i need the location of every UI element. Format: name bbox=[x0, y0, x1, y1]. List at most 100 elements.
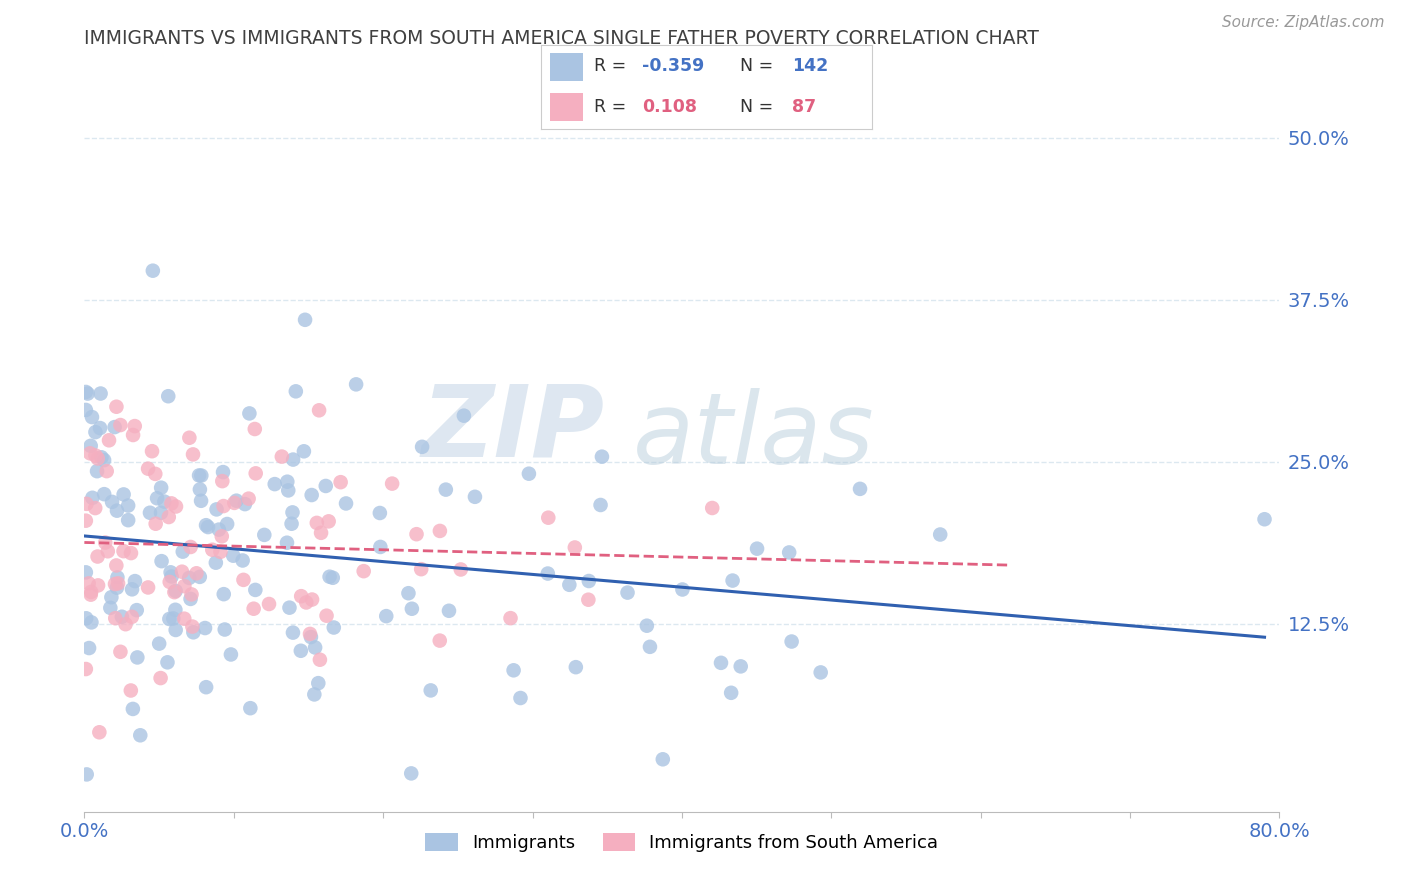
Point bbox=[125, 603, 148, 617]
Point bbox=[780, 634, 803, 648]
Point bbox=[368, 506, 391, 520]
Point bbox=[429, 524, 451, 538]
Point bbox=[148, 637, 170, 651]
Point bbox=[292, 444, 315, 458]
Point bbox=[636, 618, 658, 632]
Point bbox=[309, 525, 332, 540]
Point bbox=[150, 481, 173, 495]
Point bbox=[186, 566, 208, 581]
Point bbox=[263, 477, 285, 491]
Point bbox=[211, 529, 233, 543]
Point bbox=[195, 680, 218, 694]
Point bbox=[80, 588, 103, 602]
Point bbox=[82, 491, 104, 505]
Point bbox=[122, 702, 145, 716]
Point bbox=[499, 611, 522, 625]
Point bbox=[318, 514, 340, 528]
Point bbox=[124, 419, 146, 434]
Point bbox=[142, 263, 165, 277]
Point bbox=[75, 662, 97, 676]
Point bbox=[537, 566, 560, 581]
Point bbox=[86, 549, 108, 564]
Point bbox=[97, 544, 120, 558]
Point bbox=[616, 585, 638, 599]
Text: -0.359: -0.359 bbox=[643, 57, 704, 75]
Point bbox=[344, 377, 367, 392]
Point bbox=[224, 496, 246, 510]
Point bbox=[212, 499, 235, 513]
Point bbox=[239, 701, 262, 715]
Point bbox=[180, 591, 202, 606]
Point bbox=[232, 573, 254, 587]
Point bbox=[76, 386, 98, 401]
Point bbox=[149, 671, 172, 685]
Point bbox=[411, 440, 433, 454]
Point bbox=[160, 496, 183, 510]
Point bbox=[401, 601, 423, 615]
Point bbox=[720, 686, 742, 700]
Point bbox=[429, 633, 451, 648]
Point bbox=[298, 627, 321, 641]
Point bbox=[94, 535, 117, 549]
Point bbox=[172, 544, 194, 558]
Point bbox=[375, 609, 398, 624]
Point bbox=[79, 446, 101, 460]
Point bbox=[778, 545, 800, 559]
Point bbox=[214, 623, 236, 637]
Point bbox=[278, 600, 301, 615]
Point bbox=[75, 611, 97, 625]
Point bbox=[329, 475, 352, 490]
Point bbox=[245, 467, 267, 481]
Point bbox=[179, 571, 201, 585]
Point bbox=[124, 574, 146, 588]
Point bbox=[721, 574, 744, 588]
Point bbox=[80, 615, 103, 630]
Point bbox=[84, 449, 107, 463]
Point bbox=[517, 467, 540, 481]
Point bbox=[181, 447, 204, 461]
Point bbox=[591, 450, 613, 464]
Point bbox=[162, 611, 184, 625]
Point bbox=[929, 527, 952, 541]
Point bbox=[180, 540, 202, 554]
Point bbox=[173, 579, 195, 593]
Point bbox=[157, 389, 180, 403]
Point bbox=[450, 562, 472, 576]
Point bbox=[208, 523, 231, 537]
Legend: Immigrants, Immigrants from South America: Immigrants, Immigrants from South Americ… bbox=[418, 826, 946, 860]
Point bbox=[212, 587, 235, 601]
Text: IMMIGRANTS VS IMMIGRANTS FROM SOUTH AMERICA SINGLE FATHER POVERTY CORRELATION CH: IMMIGRANTS VS IMMIGRANTS FROM SOUTH AMER… bbox=[84, 29, 1039, 48]
Point bbox=[810, 665, 832, 680]
Point bbox=[509, 691, 531, 706]
Point bbox=[107, 576, 129, 591]
Point bbox=[112, 544, 135, 558]
FancyBboxPatch shape bbox=[550, 94, 582, 121]
Point bbox=[537, 510, 560, 524]
Point bbox=[233, 497, 256, 511]
Point bbox=[163, 585, 186, 599]
Point bbox=[398, 586, 420, 600]
Point bbox=[353, 564, 375, 578]
Point bbox=[153, 494, 176, 508]
Point bbox=[284, 384, 307, 399]
Point bbox=[405, 527, 427, 541]
Point bbox=[190, 493, 212, 508]
Point bbox=[238, 491, 260, 506]
Point bbox=[502, 663, 524, 677]
Point bbox=[294, 313, 316, 327]
Point bbox=[104, 420, 127, 434]
Point bbox=[80, 585, 103, 599]
Point bbox=[93, 453, 115, 467]
Point bbox=[238, 406, 260, 420]
Point bbox=[84, 425, 107, 439]
Point bbox=[183, 625, 205, 640]
Point bbox=[149, 506, 172, 520]
Point bbox=[245, 582, 267, 597]
Point bbox=[100, 591, 122, 605]
Point bbox=[89, 725, 111, 739]
Point bbox=[315, 479, 337, 493]
Point bbox=[281, 452, 304, 467]
Point bbox=[190, 468, 212, 483]
Point bbox=[290, 589, 312, 603]
Point bbox=[222, 549, 245, 563]
